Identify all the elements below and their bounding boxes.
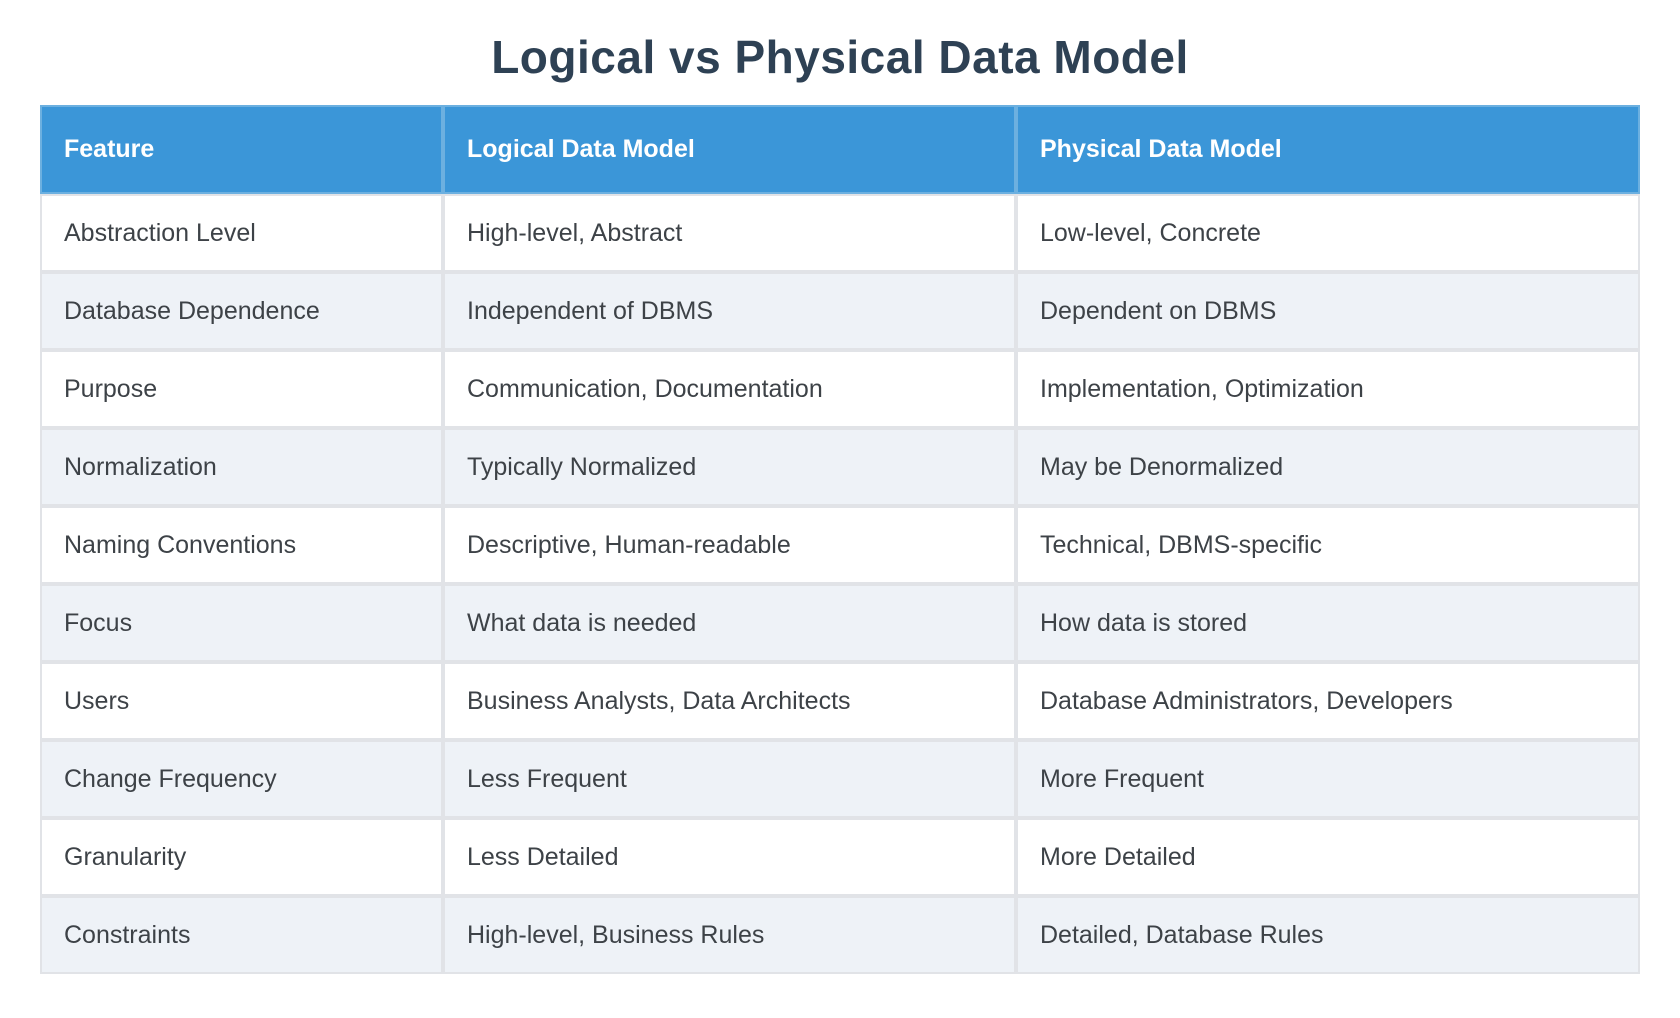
- table-row: Constraints High-level, Business Rules Det…: [40, 896, 1640, 974]
- table-header: Feature Logical Data Model Physical Data M…: [40, 105, 1640, 194]
- table-row: Change Frequency Less Frequent More Freque…: [40, 740, 1640, 818]
- header-row: Feature Logical Data Model Physical Data M…: [40, 105, 1640, 194]
- value-cell: Independent of DBMS: [443, 272, 1016, 350]
- value-cell: Low-level, Concrete: [1016, 194, 1640, 272]
- value-cell: May be Denormalized: [1016, 428, 1640, 506]
- feature-cell: Change Frequency: [40, 740, 443, 818]
- feature-cell: Constraints: [40, 896, 443, 974]
- feature-cell: Granularity: [40, 818, 443, 896]
- value-cell: More Frequent: [1016, 740, 1640, 818]
- value-cell: High-level, Business Rules: [443, 896, 1016, 974]
- value-cell: Detailed, Database Rules: [1016, 896, 1640, 974]
- table-row: Purpose Communication, Documentation Imple…: [40, 350, 1640, 428]
- table-row: Users Business Analysts, Data Architects D…: [40, 662, 1640, 740]
- value-cell: High-level, Abstract: [443, 194, 1016, 272]
- feature-cell: Database Dependence: [40, 272, 443, 350]
- column-header: Logical Data Model: [443, 105, 1016, 194]
- value-cell: Typically Normalized: [443, 428, 1016, 506]
- table-row: Abstraction Level High-level, Abstract Low…: [40, 194, 1640, 272]
- table-row: Normalization Typically Normalized May be …: [40, 428, 1640, 506]
- table-row: Focus What data is needed How data is stor…: [40, 584, 1640, 662]
- value-cell: Descriptive, Human-readable: [443, 506, 1016, 584]
- table-row: Granularity Less Detailed More Detailed: [40, 818, 1640, 896]
- value-cell: Communication, Documentation: [443, 350, 1016, 428]
- value-cell: Implementation, Optimization: [1016, 350, 1640, 428]
- value-cell: Less Frequent: [443, 740, 1016, 818]
- table-body: Abstraction Level High-level, Abstract Low…: [40, 194, 1640, 974]
- value-cell: How data is stored: [1016, 584, 1640, 662]
- value-cell: Less Detailed: [443, 818, 1016, 896]
- feature-cell: Abstraction Level: [40, 194, 443, 272]
- feature-cell: Normalization: [40, 428, 443, 506]
- value-cell: What data is needed: [443, 584, 1016, 662]
- page-title: Logical vs Physical Data Model: [491, 31, 1189, 83]
- feature-cell: Focus: [40, 584, 443, 662]
- column-header: Physical Data Model: [1016, 105, 1640, 194]
- comparison-table: Feature Logical Data Model Physical Data M…: [40, 105, 1640, 974]
- table-row: Database Dependence Independent of DBMS De…: [40, 272, 1640, 350]
- table-row: Naming Conventions Descriptive, Human-rea…: [40, 506, 1640, 584]
- page: Logical vs Physical Data Model Feature Lo…: [0, 30, 1680, 1018]
- feature-cell: Users: [40, 662, 443, 740]
- value-cell: Business Analysts, Data Architects: [443, 662, 1016, 740]
- value-cell: Database Administrators, Developers: [1016, 662, 1640, 740]
- value-cell: More Detailed: [1016, 818, 1640, 896]
- column-header: Feature: [40, 105, 443, 194]
- value-cell: Dependent on DBMS: [1016, 272, 1640, 350]
- feature-cell: Purpose: [40, 350, 443, 428]
- feature-cell: Naming Conventions: [40, 506, 443, 584]
- value-cell: Technical, DBMS-specific: [1016, 506, 1640, 584]
